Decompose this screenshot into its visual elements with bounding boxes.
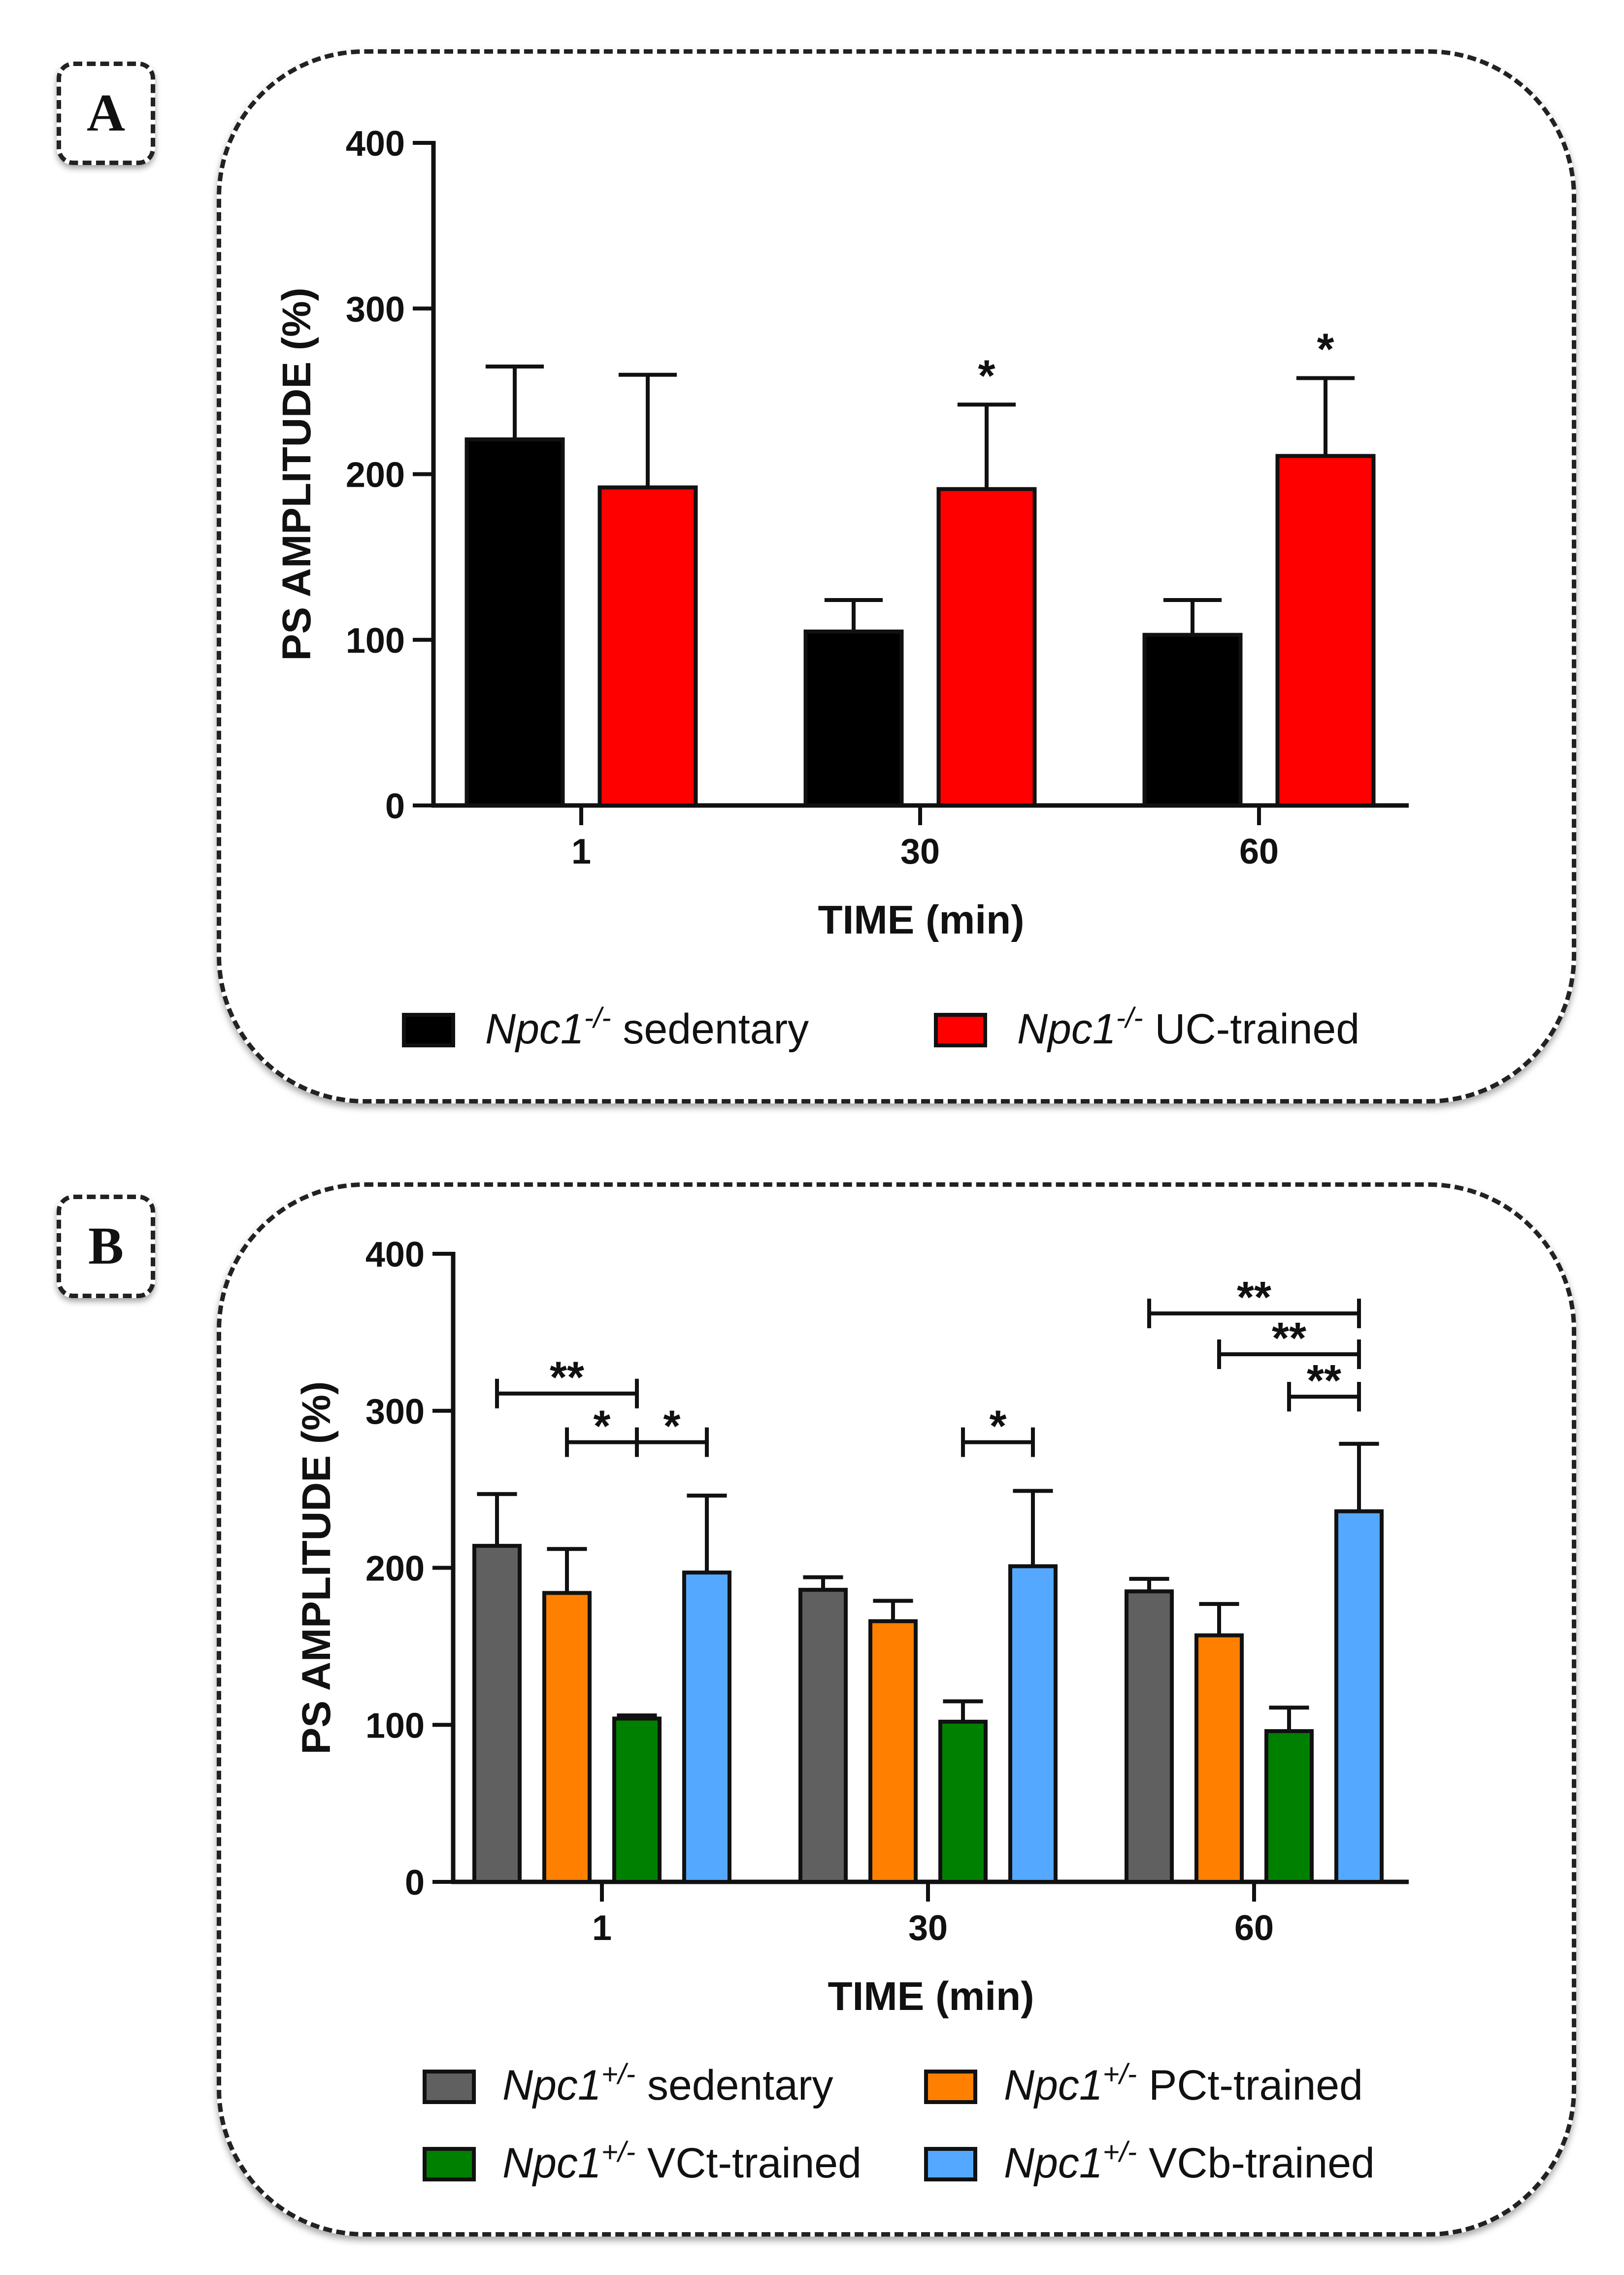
legend-group: UC-trained [1143,1005,1360,1053]
significance-bracket: * [961,1402,1035,1457]
legend-genotype: -/- [1116,1002,1143,1034]
bracket-label: ** [1272,1314,1306,1363]
y-tick-label: 400 [346,124,405,164]
bracket-label: * [593,1402,610,1451]
legend-swatch [924,2070,977,2104]
legend-item: Npc1+/- sedentary [423,2058,833,2109]
legend-gene: Npc1 [502,2062,601,2109]
y-tick-label: 200 [365,1549,425,1589]
legend-swatch [924,2147,977,2181]
bar [1275,454,1376,807]
x-tick-label: 60 [1239,832,1279,871]
significance-bracket: ** [1147,1273,1361,1329]
bar [1334,1509,1384,1884]
y-tick-label: 100 [346,621,405,661]
bar [682,1571,731,1884]
legend-group: VCb-trained [1137,2140,1375,2187]
legend-genotype: +/- [1103,2136,1137,2168]
legend-gene: Npc1 [1004,2140,1103,2187]
legend-gene: Npc1 [1017,1005,1116,1053]
legend-swatch [934,1013,987,1047]
bracket-label: * [663,1402,680,1451]
bar [464,437,565,807]
chart-a: 0 100 200 300 400 1 30 60 TIME (min) PS AMPLITUDE… [274,124,1409,1053]
panel-a-label: A [57,62,155,165]
legend-group: PCt-trained [1137,2062,1363,2109]
bar [597,485,698,807]
bar [1142,633,1243,807]
significance-star: * [978,351,995,401]
legend-genotype: +/- [601,2058,635,2090]
x-tick-label: 1 [592,1908,612,1948]
significance-bracket: ** [1217,1314,1361,1369]
bar [542,1591,592,1884]
legend-genotype: +/- [1103,2058,1137,2090]
significance-bracket: * [565,1402,639,1457]
legend-item: Npc1+/- VCb-trained [924,2136,1375,2187]
bracket-label: ** [550,1353,584,1403]
legend-item: Npc1+/- PCt-trained [924,2058,1363,2109]
y-tick-label: 100 [365,1706,425,1745]
legend-genotype: +/- [601,2136,635,2168]
legend-label: Npc1-/- sedentary [485,1002,809,1053]
legend-item: Npc1-/- sedentary [402,1002,809,1053]
legend-label: Npc1+/- VCb-trained [1004,2136,1375,2187]
x-axis-title: TIME (min) [818,898,1024,942]
bar [868,1619,918,1884]
bar [1125,1589,1174,1884]
bar [1264,1729,1314,1884]
legend-swatch [423,2070,476,2104]
significance-bracket: ** [1287,1356,1361,1412]
bar [798,1588,848,1884]
bar [938,1719,988,1884]
legend-item: Npc1+/- VCt-trained [423,2136,862,2187]
panel-b-label: B [57,1195,155,1298]
x-axis-title: TIME (min) [828,1974,1034,2019]
legend-swatch [423,2147,476,2181]
y-tick-label: 300 [346,290,405,329]
bracket-label: ** [1307,1356,1341,1405]
legend-item: Npc1-/- UC-trained [934,1002,1359,1053]
x-tick-label: 60 [1234,1908,1274,1948]
bracket-label: * [989,1402,1006,1451]
bracket-label: ** [1237,1273,1271,1322]
bar [803,629,904,807]
bar [472,1543,522,1884]
bar [936,487,1037,807]
x-tick-label: 30 [908,1908,948,1948]
x-tick-label: 30 [900,832,940,871]
y-tick-label: 400 [365,1235,425,1274]
legend-swatch [402,1013,455,1047]
legend-label: Npc1-/- UC-trained [1017,1002,1359,1053]
legend-genotype: -/- [584,1002,611,1034]
y-axis-title: PS AMPLITUDE (%) [294,1381,339,1755]
y-tick-label: 200 [346,456,405,495]
legend-group: sedentary [611,1005,809,1053]
y-tick-label: 0 [405,1863,425,1903]
x-tick-label: 1 [571,832,591,871]
legend-label: Npc1+/- PCt-trained [1004,2058,1363,2109]
y-axis-title: PS AMPLITUDE (%) [274,288,319,661]
y-tick-label: 0 [385,787,405,826]
y-tick-label: 300 [365,1392,425,1432]
legend-gene: Npc1 [502,2140,601,2187]
significance-star: * [1317,325,1334,374]
legend-gene: Npc1 [1004,2062,1103,2109]
chart-b: 0 100 200 300 400 1 30 60 TIME (min) PS AMPLITUDE… [294,1235,1409,2187]
bar [1008,1564,1058,1884]
legend-group: sedentary [635,2062,833,2109]
bar [1194,1633,1244,1884]
bar [612,1716,662,1884]
legend-gene: Npc1 [485,1005,584,1053]
legend-label: Npc1+/- VCt-trained [502,2136,862,2187]
significance-bracket: * [635,1402,709,1457]
legend-group: VCt-trained [635,2140,862,2187]
significance-bracket: ** [495,1353,639,1408]
legend-label: Npc1+/- sedentary [502,2058,833,2109]
